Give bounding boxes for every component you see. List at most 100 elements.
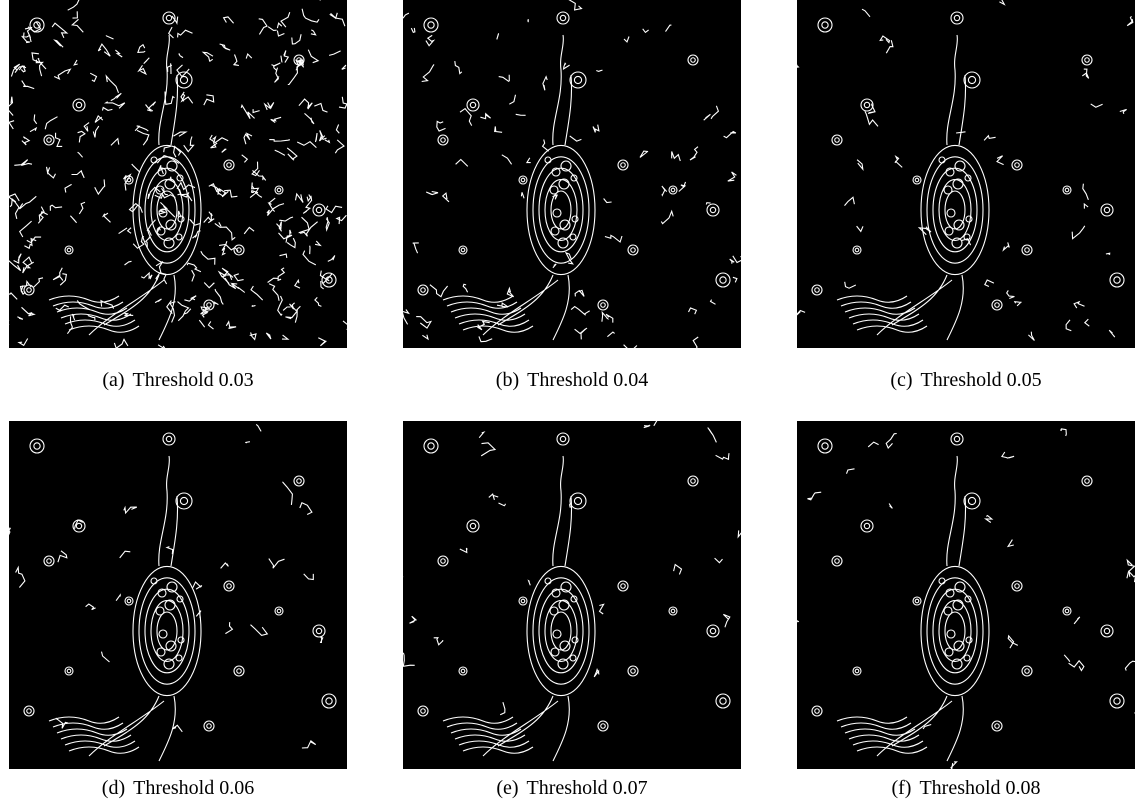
ring [968,497,975,504]
stripe [841,723,911,729]
ring [560,15,565,20]
ring [557,433,569,445]
edge-fragment [268,27,277,31]
ring [47,559,52,564]
ring [832,135,842,145]
edge-fragment [253,109,260,112]
edge-fragment [93,126,99,137]
blob [166,641,176,651]
edge-fragment [286,311,298,323]
edge-fragment [72,171,85,178]
edge-fragment [605,235,622,242]
edge-fragment [221,563,229,568]
edge-fragment [24,239,36,249]
edge-fragment [16,568,25,588]
edge-fragment [553,264,556,268]
edge-fragment [67,316,72,333]
edge-fragment [9,528,10,537]
edge-fragment [34,278,43,287]
edge-fragment [215,302,219,304]
edge-fragment [22,81,35,89]
blob [947,630,955,638]
ring [1082,476,1092,486]
edge-fragment [624,345,637,348]
edge-fragment [594,670,599,677]
edge-fragment [998,0,1004,4]
edge-fragment [434,638,443,645]
edge-fragment [305,113,315,123]
ring [691,479,696,484]
edge-fragment [500,702,505,715]
edge-fragment [269,559,285,569]
edge-fragment [581,329,586,340]
edge-fragment [155,195,176,199]
blob [945,648,953,656]
ring [421,709,426,714]
edge-fragment [495,126,503,132]
ring [73,99,85,111]
edge-fragment [182,94,193,103]
edge-fragment [847,469,855,474]
ring [207,724,212,729]
ring [438,556,448,566]
ring [621,163,626,168]
stripe [451,729,521,735]
ring [1110,694,1124,708]
edge-fragment [321,637,323,643]
ring [418,706,428,716]
edge-fragment [410,616,417,623]
edge-fragment [308,50,318,63]
edge-fragment [1120,109,1127,113]
edge-fragment [413,243,419,253]
ring [1022,666,1032,676]
edges [797,0,1133,340]
edge-image [403,421,741,769]
edge-fragment [132,164,140,172]
ring [669,186,677,194]
edge-fragment [107,36,114,39]
edge-fragment [456,160,468,167]
edge-fragment [479,432,484,438]
figure: (a)Threshold 0.03(b)Threshold 0.04(c)Thr… [0,0,1136,805]
ring [67,248,71,252]
edge-fragment [11,64,19,76]
edge-fragment [141,273,152,279]
edge-fragment [661,211,673,223]
ring [864,523,869,528]
edge-fragment [481,443,495,456]
edge-fragment [271,117,281,122]
ring [995,303,1000,308]
edge-fragment [1015,302,1022,306]
edge-fragment [224,17,234,23]
edge-fragment [723,614,729,627]
blob [570,655,576,661]
ring [720,277,726,283]
edge-image [797,0,1135,348]
blob [944,186,952,194]
edge-fragment [287,238,295,248]
ring [1101,204,1113,216]
edge-fragment [733,277,737,282]
edge-fragment [244,133,252,144]
edge-fragment [74,60,78,65]
edge-fragment [95,116,103,123]
edge-fragment [335,140,344,153]
ring [418,285,428,295]
ring [34,443,40,449]
caption-text: Threshold 0.08 [919,777,1040,799]
edge-fragment [34,114,37,123]
edge-fragment [52,23,67,38]
caption-text: Threshold 0.06 [133,777,254,799]
ring [570,493,586,509]
ring [822,443,828,449]
ring [519,176,527,184]
ring [1114,698,1120,704]
edge-fragment [730,259,735,264]
stalk [171,496,178,566]
edge-fragment [704,114,711,120]
edge-fragment [68,0,79,10]
blob [560,220,570,230]
ring [992,721,1002,731]
edge-fragment [86,604,96,610]
edge-fragment [596,70,602,71]
